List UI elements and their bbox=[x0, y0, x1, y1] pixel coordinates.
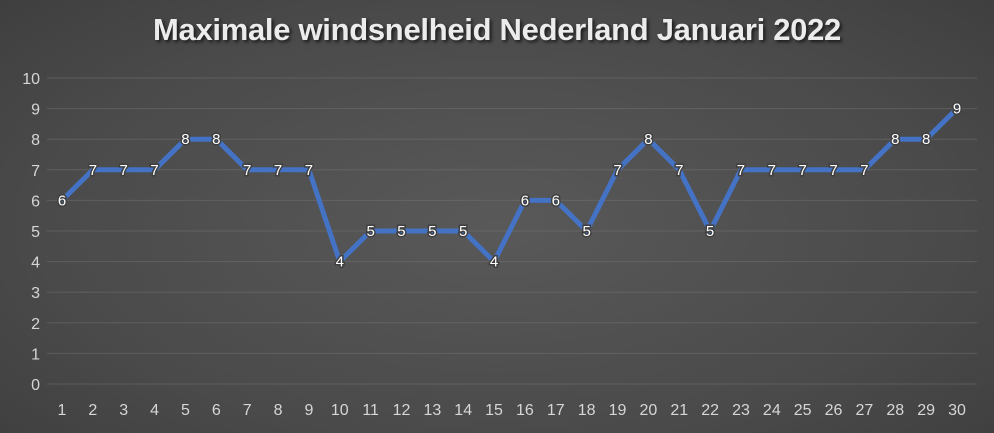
y-tick-label: 8 bbox=[31, 132, 40, 149]
data-label: 5 bbox=[459, 223, 467, 240]
x-tick-label: 30 bbox=[948, 402, 966, 419]
x-tick-label: 11 bbox=[362, 402, 379, 419]
data-label: 7 bbox=[150, 162, 158, 179]
data-label: 5 bbox=[366, 223, 374, 240]
data-label: 7 bbox=[799, 162, 807, 179]
y-tick-label: 6 bbox=[31, 193, 40, 210]
y-tick-label: 7 bbox=[31, 163, 40, 180]
data-label: 7 bbox=[613, 162, 621, 179]
data-label: 7 bbox=[89, 162, 97, 179]
x-tick-label: 27 bbox=[856, 402, 874, 419]
data-label: 8 bbox=[212, 131, 220, 148]
x-tick-label: 21 bbox=[670, 402, 688, 419]
data-label: 8 bbox=[644, 131, 652, 148]
y-tick-label: 3 bbox=[31, 285, 40, 302]
x-tick-label: 16 bbox=[516, 402, 534, 419]
x-tick-label: 14 bbox=[454, 402, 472, 419]
x-tick-label: 1 bbox=[58, 402, 67, 419]
data-label: 7 bbox=[274, 162, 282, 179]
x-tick-label: 19 bbox=[609, 402, 627, 419]
x-tick-label: 5 bbox=[181, 402, 190, 419]
y-tick-label: 9 bbox=[31, 102, 40, 119]
data-label: 5 bbox=[582, 223, 590, 240]
wind-speed-series-line bbox=[59, 106, 960, 265]
x-tick-label: 23 bbox=[732, 402, 750, 419]
x-tick-label: 18 bbox=[578, 402, 596, 419]
data-label: 7 bbox=[243, 162, 251, 179]
x-tick-label: 9 bbox=[304, 402, 313, 419]
data-label: 7 bbox=[860, 162, 868, 179]
data-label: 9 bbox=[953, 101, 961, 118]
x-tick-label: 22 bbox=[701, 402, 719, 419]
y-tick-label: 1 bbox=[31, 346, 40, 363]
data-label: 7 bbox=[829, 162, 837, 179]
x-tick-label: 29 bbox=[917, 402, 935, 419]
x-tick-label: 10 bbox=[331, 402, 349, 419]
data-label: 8 bbox=[891, 131, 899, 148]
x-tick-label: 15 bbox=[485, 402, 503, 419]
x-tick-label: 3 bbox=[119, 402, 128, 419]
data-label: 8 bbox=[181, 131, 189, 148]
x-tick-label: 13 bbox=[423, 402, 441, 419]
data-label: 5 bbox=[397, 223, 405, 240]
data-label: 6 bbox=[552, 192, 560, 209]
y-tick-label: 0 bbox=[31, 377, 40, 394]
data-label: 5 bbox=[428, 223, 436, 240]
data-label: 7 bbox=[120, 162, 128, 179]
x-tick-label: 28 bbox=[886, 402, 904, 419]
data-label: 5 bbox=[706, 223, 714, 240]
y-tick-label: 10 bbox=[22, 71, 40, 88]
x-tick-label: 7 bbox=[243, 402, 252, 419]
x-tick-label: 6 bbox=[212, 402, 221, 419]
x-tick-label: 25 bbox=[794, 402, 812, 419]
x-tick-label: 12 bbox=[393, 402, 411, 419]
y-tick-label: 2 bbox=[31, 316, 40, 333]
y-tick-label: 4 bbox=[31, 255, 40, 272]
data-label: 8 bbox=[922, 131, 930, 148]
x-tick-label: 8 bbox=[274, 402, 283, 419]
x-tick-label: 20 bbox=[639, 402, 657, 419]
chart-title: Maximale windsnelheid Nederland Januari … bbox=[152, 12, 841, 47]
data-label: 6 bbox=[58, 192, 66, 209]
x-tick-label: 2 bbox=[88, 402, 97, 419]
x-tick-label: 17 bbox=[547, 402, 565, 419]
data-label: 7 bbox=[768, 162, 776, 179]
x-tick-label: 4 bbox=[150, 402, 159, 419]
y-tick-label: 5 bbox=[31, 224, 40, 241]
x-tick-label: 26 bbox=[825, 402, 843, 419]
data-label: 7 bbox=[675, 162, 683, 179]
data-label: 6 bbox=[521, 192, 529, 209]
data-label: 4 bbox=[336, 254, 344, 271]
data-label: 4 bbox=[490, 254, 498, 271]
data-label: 7 bbox=[737, 162, 745, 179]
data-label: 7 bbox=[305, 162, 313, 179]
x-tick-label: 24 bbox=[763, 402, 781, 419]
